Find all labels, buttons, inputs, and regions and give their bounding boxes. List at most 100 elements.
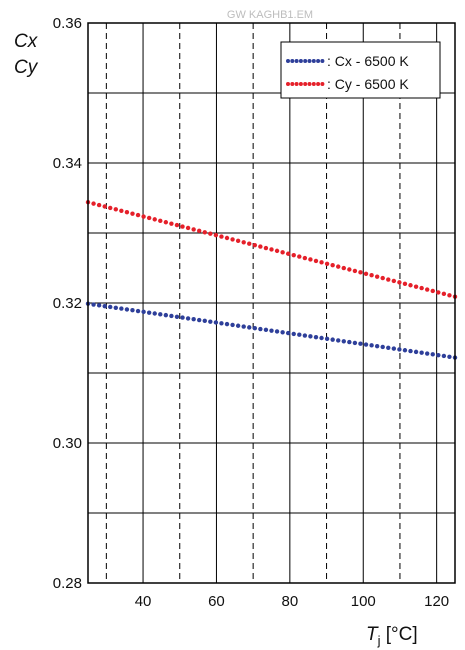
data-point: [213, 232, 219, 238]
data-point: [158, 218, 163, 224]
data-point: [163, 220, 169, 225]
data-point: [219, 234, 224, 239]
data-point: [219, 321, 224, 326]
x-tick-label: 60: [208, 593, 225, 610]
data-point: [386, 345, 391, 350]
data-point: [424, 351, 430, 356]
data-point: [374, 343, 380, 349]
data-point: [302, 333, 308, 338]
data-point: [113, 207, 119, 212]
legend-label: : Cx - 6500 K: [327, 53, 409, 69]
data-point: [447, 354, 452, 359]
legend-swatch-dot: [303, 82, 308, 86]
x-tick-label: 120: [424, 593, 449, 610]
data-point: [313, 334, 319, 340]
data-point: [386, 277, 391, 282]
data-point: [363, 271, 369, 276]
y-tick-label: 0.34: [53, 155, 82, 172]
legend-box: [280, 41, 441, 99]
data-point: [263, 327, 269, 333]
data-point: [124, 307, 130, 312]
data-point: [391, 346, 397, 351]
data-point: [91, 201, 96, 206]
data-point: [235, 323, 241, 328]
data-point: [158, 312, 163, 317]
plot-frame: [87, 22, 456, 584]
data-point: [152, 217, 157, 222]
data-point: [358, 341, 363, 346]
data-point: [197, 228, 202, 234]
data-point: [297, 254, 302, 259]
data-point: [285, 330, 291, 336]
data-point: [408, 348, 413, 354]
x-axis-label-main: T: [366, 624, 379, 645]
data-point: [358, 270, 363, 275]
data-point: [308, 334, 313, 339]
y-axis-label-cx: Cx: [14, 31, 39, 52]
data-point: [336, 338, 341, 343]
data-point: [135, 308, 141, 314]
data-point: [291, 252, 296, 258]
data-point: [397, 347, 402, 352]
data-point: [252, 326, 258, 331]
data-point: [302, 255, 308, 261]
data-point: [336, 264, 341, 269]
data-point: [174, 222, 180, 228]
data-point: [319, 335, 324, 341]
data-point: [441, 291, 447, 297]
data-point: [130, 211, 135, 216]
x-tick-label: 80: [282, 593, 299, 610]
y-tick-label: 0.36: [53, 15, 82, 32]
data-point: [91, 302, 96, 307]
x-axis-label: Tj [°C]: [366, 624, 418, 648]
data-point: [213, 320, 219, 325]
data-point: [374, 274, 380, 279]
data-point: [247, 325, 252, 330]
data-point: [113, 305, 119, 310]
data-point: [413, 284, 419, 289]
data-point: [130, 308, 135, 313]
legend-swatch-dot: [294, 59, 299, 63]
data-point: [174, 314, 180, 319]
data-point: [424, 287, 430, 292]
data-point: [146, 215, 152, 221]
legend-swatch-dot: [294, 82, 299, 86]
data-point: [269, 247, 274, 252]
data-point: [108, 304, 113, 310]
x-tick-label: 100: [351, 593, 376, 610]
legend-item: : Cy - 6500 K: [286, 76, 409, 92]
y-tick-label: 0.30: [53, 435, 82, 452]
data-point: [269, 328, 274, 333]
y-tick-label: 0.28: [53, 575, 82, 592]
data-point: [447, 293, 452, 298]
data-point: [436, 352, 441, 358]
data-point: [313, 258, 319, 264]
data-point: [197, 317, 202, 323]
series-layer: [85, 200, 458, 360]
legend-swatch-dot: [307, 82, 312, 86]
data-point: [163, 312, 169, 318]
data-point: [146, 310, 152, 315]
data-point: [391, 278, 397, 284]
data-point: [341, 265, 346, 271]
watermark: GW KAGHB1.EM: [227, 9, 313, 21]
data-point: [141, 309, 146, 315]
data-point: [180, 315, 185, 320]
data-point: [324, 261, 330, 266]
data-point: [397, 280, 402, 285]
data-point: [274, 248, 280, 254]
data-point: [402, 348, 408, 353]
legend-swatch-dot: [290, 82, 295, 86]
data-point: [185, 225, 191, 231]
legend-swatch-dot: [286, 82, 290, 86]
data-point: [285, 251, 291, 256]
legend-swatch-dot: [290, 59, 295, 63]
legend-swatch-dot: [298, 82, 303, 86]
legend-swatch-dot: [307, 59, 312, 63]
data-point: [352, 268, 358, 274]
data-point: [230, 237, 235, 242]
x-axis-label-subscript: j: [377, 633, 381, 648]
data-point: [352, 340, 358, 346]
data-point: [252, 242, 258, 248]
